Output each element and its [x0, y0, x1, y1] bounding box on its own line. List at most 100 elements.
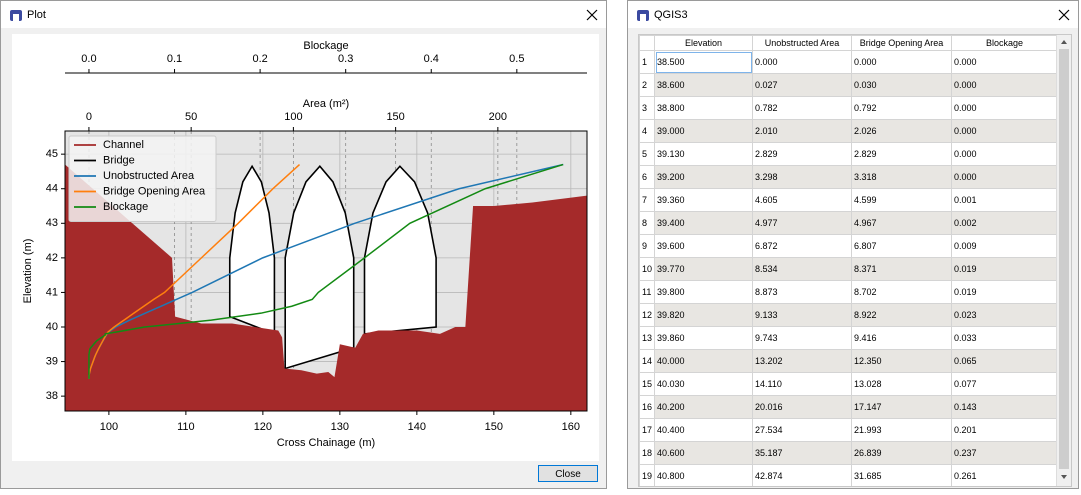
table-cell: 0.065: [951, 349, 1059, 373]
table-row: 13 39.860 9.743 9.416 0.033: [639, 326, 1059, 350]
column-header: Unobstructed Area: [752, 35, 853, 51]
row-number: 15: [639, 372, 656, 396]
close-icon[interactable]: [1058, 9, 1070, 21]
table-row: 5 39.130 2.829 2.829 0.000: [639, 142, 1059, 166]
table-row: 16 40.200 20.016 17.147 0.143: [639, 395, 1059, 419]
table-row: 12 39.820 9.133 8.922 0.023: [639, 303, 1059, 327]
table-cell: 39.860: [654, 326, 754, 350]
x-tick-label: 0.1: [167, 53, 182, 65]
y-tick-label: 42: [46, 252, 58, 264]
bridge-outline: [228, 164, 437, 370]
table-cell: 8.534: [752, 257, 853, 281]
x-tick-label: 0.4: [424, 53, 439, 65]
table-cell: 12.350: [851, 349, 953, 373]
table-cell: 13.028: [851, 372, 953, 396]
legend-label: Bridge Opening Area: [103, 185, 206, 197]
table-cell: 8.702: [851, 280, 953, 304]
table-cell: 40.030: [654, 372, 754, 396]
y-tick-label: 43: [46, 217, 58, 229]
x-tick-label: 0.2: [252, 53, 267, 65]
plot-window: Plot 38 39 40 41 42 43 44 45 Elevation (m) 100 110…: [0, 0, 607, 489]
table-cell: 14.110: [752, 372, 853, 396]
series-line: [88, 163, 301, 379]
table-cell: 4.605: [752, 188, 853, 212]
table-row: 3 38.800 0.782 0.792 0.000: [639, 96, 1059, 120]
table-row: 11 39.800 8.873 8.702 0.019: [639, 280, 1059, 304]
table-cell: 0.143: [951, 395, 1059, 419]
legend-label: Bridge: [103, 154, 135, 166]
table-cell: 0.002: [951, 211, 1059, 235]
table-cell: 40.000: [654, 349, 754, 373]
table-cell: 8.922: [851, 303, 953, 327]
table-cell: 39.820: [654, 303, 754, 327]
x-tick-label: 50: [185, 111, 197, 123]
table-cell: 39.400: [654, 211, 754, 235]
table-row: 7 39.360 4.605 4.599 0.001: [639, 188, 1059, 212]
table-cell: 0.000: [951, 142, 1059, 166]
table-cell: 4.599: [851, 188, 953, 212]
app-icon: [637, 10, 649, 21]
legend-label: Blockage: [103, 201, 148, 213]
column-header: Elevation: [654, 35, 754, 51]
table-row: 8 39.400 4.977 4.967 0.002: [639, 211, 1059, 235]
row-number: 13: [639, 326, 656, 350]
table-cell: 8.873: [752, 280, 853, 304]
table-cell: 0.000: [752, 50, 853, 74]
table-cell: 8.371: [851, 257, 953, 281]
row-number: 16: [639, 395, 656, 419]
table-cell: 40.400: [654, 418, 754, 442]
x-tick-label: 0.0: [81, 53, 96, 65]
table-view: Elevation Unobstructed Area Bridge Opening…: [638, 34, 1072, 487]
table-cell: 2.026: [851, 119, 953, 143]
data-table: Elevation Unobstructed Area Bridge Opening…: [639, 35, 1059, 486]
x-tick-label: 0: [86, 111, 92, 123]
table-cell: 20.016: [752, 395, 853, 419]
table-cell: 39.000: [654, 119, 754, 143]
table-cell: 39.200: [654, 165, 754, 189]
row-number: 4: [639, 119, 656, 143]
header-row: Elevation Unobstructed Area Bridge Opening…: [639, 35, 1059, 51]
table-cell: 3.318: [851, 165, 953, 189]
table-cell: 26.839: [851, 441, 953, 465]
x-axis-label: Area (m²): [303, 98, 349, 110]
column-header: Blockage: [951, 35, 1059, 51]
table-cell: 6.872: [752, 234, 853, 258]
y-tick-label: 45: [46, 148, 58, 160]
row-number: 8: [639, 211, 656, 235]
y-tick-label: 40: [46, 321, 58, 333]
x-tick-label: 120: [254, 421, 272, 433]
x-axis-label: Blockage: [303, 40, 348, 52]
table-cell: 0.261: [951, 464, 1059, 486]
table-row: 19 40.800 42.874 31.685 0.261: [639, 464, 1059, 486]
chart: 38 39 40 41 42 43 44 45 Elevation (m) 100 110 120 13…: [12, 34, 599, 461]
window-title: Plot: [27, 9, 46, 21]
table-row: 9 39.600 6.872 6.807 0.009: [639, 234, 1059, 258]
scrollbar-arrows: [1059, 40, 1069, 479]
x-tick-label: 140: [408, 421, 426, 433]
close-button[interactable]: Close: [538, 465, 598, 482]
table-cell: 6.807: [851, 234, 953, 258]
row-number: 17: [639, 418, 656, 442]
y-tick-label: 38: [46, 390, 58, 402]
row-number: 9: [639, 234, 656, 258]
column-header: Bridge Opening Area: [851, 35, 953, 51]
series-line: [88, 163, 564, 379]
table-row: 15 40.030 14.110 13.028 0.077: [639, 372, 1059, 396]
row-number: 5: [639, 142, 656, 166]
x-tick-label: 200: [489, 111, 507, 123]
table-row: 1 38.500 0.000 0.000 0.000: [639, 50, 1059, 74]
scrollbar[interactable]: [1056, 35, 1071, 486]
table-cell: 4.967: [851, 211, 953, 235]
close-icon[interactable]: [586, 9, 598, 21]
table-cell: 0.030: [851, 73, 953, 97]
legend-label: Channel: [103, 139, 144, 151]
row-number: 6: [639, 165, 656, 189]
channel-area: [65, 164, 587, 411]
table-cell: 39.600: [654, 234, 754, 258]
table-cell: 39.360: [654, 188, 754, 212]
table-cell: 0.077: [951, 372, 1059, 396]
table-cell: 40.800: [654, 464, 754, 486]
row-number: 10: [639, 257, 656, 281]
table-cell: 0.001: [951, 188, 1059, 212]
table-row: 18 40.600 35.187 26.839 0.237: [639, 441, 1059, 465]
